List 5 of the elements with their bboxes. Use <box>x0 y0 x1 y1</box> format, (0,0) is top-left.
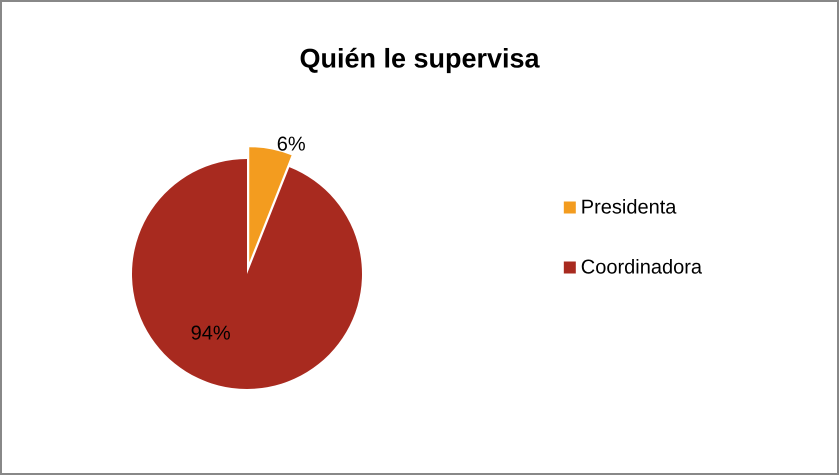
legend-label: Coordinadora <box>580 256 703 278</box>
chart-title: Quién le supervisa <box>299 44 541 74</box>
data-label: 6% <box>276 133 306 156</box>
legend-label: Presidenta <box>580 196 678 218</box>
data-label: 94% <box>190 322 231 344</box>
